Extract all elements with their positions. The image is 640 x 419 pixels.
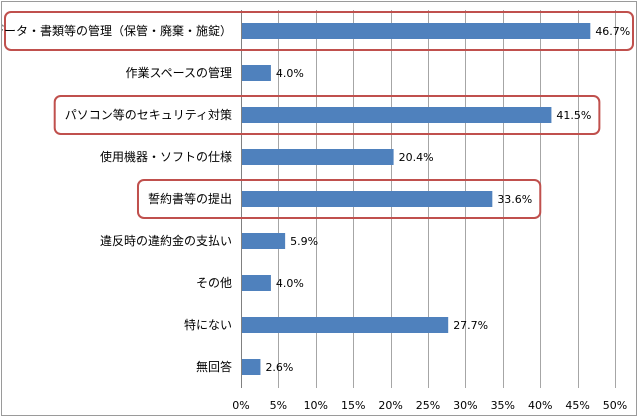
bar: [242, 191, 493, 207]
labels: 0% 5% 10% 15% 20% 25% 30% 35% 40% 45% 50% データ・書類等の管…: [2, 23, 630, 412]
bar: [242, 317, 449, 333]
value-label: 27.7%: [453, 319, 488, 332]
value-label: 20.4%: [399, 151, 434, 164]
category-label: 特にない: [184, 317, 232, 332]
x-tick-label: 50%: [603, 399, 627, 412]
category-label: データ・書類等の管理（保管・廃棄・施錠）: [2, 23, 232, 38]
category-label: パソコン等のセキュリティ対策: [65, 108, 232, 122]
highlight-box: [136, 179, 542, 219]
category-label: 使用機器・ソフトの仕様: [100, 149, 232, 164]
value-label: 4.0%: [276, 67, 304, 80]
value-label: 41.5%: [556, 109, 591, 122]
bar: [242, 23, 591, 39]
x-tick-label: 25%: [416, 399, 440, 412]
x-tick-label: 45%: [565, 399, 589, 412]
category-label: 作業スペースの管理: [125, 65, 232, 80]
x-tick-label: 10%: [304, 399, 328, 412]
x-tick-label: 20%: [378, 399, 402, 412]
bar: [242, 149, 394, 165]
category-label: その他: [196, 276, 232, 290]
category-label: 無回答: [196, 359, 232, 374]
highlight-boxes: [4, 11, 634, 219]
x-tick-label: 5%: [270, 399, 287, 412]
value-label: 46.7%: [595, 25, 630, 38]
value-label: 33.6%: [497, 193, 532, 206]
x-tick-label: 0%: [232, 399, 249, 412]
x-tick-label: 40%: [528, 399, 552, 412]
bars: [242, 23, 591, 375]
highlight-box: [53, 95, 601, 135]
bar: [242, 359, 261, 375]
category-label: 誓約書等の提出: [148, 191, 232, 206]
value-label: 2.6%: [265, 361, 293, 374]
bar: [242, 233, 286, 249]
category-label: 違反時の違約金の支払い: [100, 233, 232, 248]
x-tick-label: 35%: [491, 399, 515, 412]
value-label: 5.9%: [290, 235, 318, 248]
x-tick-label: 30%: [453, 399, 477, 412]
bar: [242, 275, 271, 291]
bar: [242, 65, 271, 81]
highlight-box: [4, 11, 634, 51]
x-tick-label: 15%: [341, 399, 365, 412]
value-label: 4.0%: [276, 277, 304, 290]
bar: [242, 107, 552, 123]
